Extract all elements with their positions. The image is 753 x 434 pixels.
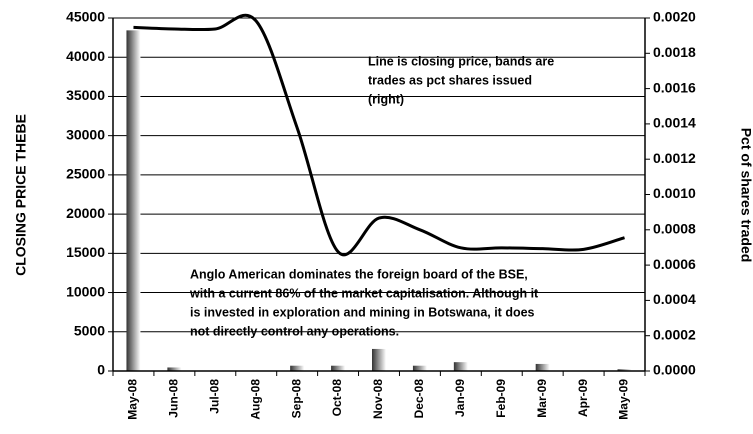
y-tick-label: 35000 — [66, 87, 105, 103]
y2-tick-label: 0.0008 — [653, 221, 696, 237]
bar — [617, 369, 632, 371]
x-tick-label: May-08 — [126, 379, 140, 420]
bar — [126, 30, 141, 371]
y2-axis-label: Pct of shares traded — [738, 128, 753, 263]
y2-tick-label: 0.0000 — [653, 362, 696, 378]
y-tick-label: 30000 — [66, 126, 105, 142]
x-tick-label: Dec-08 — [412, 379, 426, 419]
x-tick-label: Aug-08 — [248, 379, 262, 420]
y-tick-label: 20000 — [66, 205, 105, 221]
annotation: Anglo American dominates the foreign boa… — [190, 267, 528, 281]
x-tick-label: Mar-09 — [535, 379, 549, 418]
bar — [372, 348, 386, 371]
y2-tick-label: 0.0010 — [653, 185, 696, 201]
y2-tick-label: 0.0020 — [653, 9, 696, 25]
y2-tick-label: 0.0016 — [653, 79, 696, 95]
bar — [453, 362, 468, 371]
bar — [167, 367, 182, 371]
y2-tick-label: 0.0018 — [653, 44, 696, 60]
y2-tick-label: 0.0002 — [653, 326, 696, 342]
y-tick-label: 40000 — [66, 48, 105, 64]
y-tick-label: 45000 — [66, 9, 105, 25]
y-tick-label: 15000 — [66, 244, 105, 260]
y-axis-label: CLOSING PRICE THEBE — [13, 114, 29, 276]
y2-tick-label: 0.0012 — [653, 150, 696, 166]
y2-tick-label: 0.0004 — [653, 291, 696, 307]
y-tick-label: 10000 — [66, 283, 105, 299]
x-tick-label: Jul-08 — [207, 379, 221, 414]
x-tick-label: Nov-08 — [371, 379, 385, 419]
x-tick-label: Apr-09 — [576, 379, 590, 417]
x-tick-label: Feb-09 — [494, 379, 508, 418]
y2-tick-label: 0.0006 — [653, 256, 696, 272]
x-tick-label: Oct-08 — [330, 379, 344, 417]
x-tick-label: Jun-08 — [167, 379, 181, 418]
bar — [331, 365, 346, 371]
y-tick-label: 5000 — [74, 322, 105, 338]
annotation: with a current 86% of the market capital… — [189, 286, 539, 300]
annotation: is invested in exploration and mining in… — [190, 305, 535, 319]
annotation: Line is closing price, bands are — [368, 54, 554, 68]
x-tick-label: Jan-09 — [453, 379, 467, 417]
bar — [535, 363, 550, 371]
annotation: (right) — [368, 92, 404, 106]
y-tick-label: 0 — [97, 362, 105, 378]
y-tick-label: 25000 — [66, 166, 105, 182]
price-line — [133, 13, 625, 257]
annotation: trades as pct shares issued — [368, 73, 532, 87]
bar — [290, 365, 305, 371]
x-tick-label: May-09 — [617, 379, 631, 420]
y2-tick-label: 0.0014 — [653, 115, 696, 131]
bar — [412, 365, 427, 371]
x-tick-label: Sep-08 — [289, 379, 303, 419]
annotation: not directly control any operations. — [190, 324, 399, 338]
